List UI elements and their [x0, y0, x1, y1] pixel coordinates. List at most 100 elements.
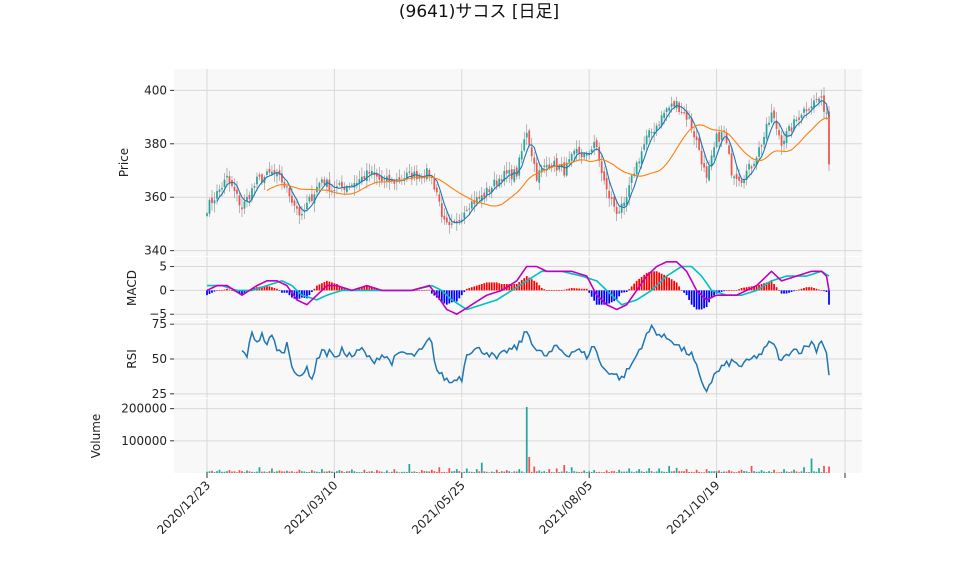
macd-hist-bar — [593, 290, 596, 301]
volume-bar — [415, 472, 418, 473]
macd-hist-bar — [703, 290, 705, 309]
volume-bar — [675, 467, 678, 473]
candle-body — [311, 194, 313, 202]
candle-body — [693, 131, 695, 138]
volume-bar — [228, 470, 231, 473]
x-tick-label: 2021/03/10 — [282, 478, 341, 537]
volume-bar — [740, 469, 743, 473]
volume-bar — [680, 471, 683, 473]
y-tick-label: −5 — [149, 307, 167, 321]
macd-hist-bar — [615, 290, 618, 300]
macd-hist-bar — [455, 290, 458, 302]
candle-body — [398, 177, 401, 181]
macd-hist-bar — [213, 290, 216, 292]
macd-hist-bar — [533, 280, 536, 291]
candle-body — [366, 170, 368, 181]
macd-hist-bar — [828, 290, 830, 305]
candle-body — [800, 114, 803, 119]
macd-hist-bar — [578, 288, 581, 291]
volume-bar — [720, 471, 723, 473]
macd-hist-bar — [730, 290, 733, 291]
macd-hist-bar — [418, 290, 421, 291]
volume-bar — [470, 471, 473, 473]
volume-bar — [603, 472, 606, 473]
candle-body — [530, 147, 533, 157]
candle-body — [673, 101, 675, 107]
macd-hist-bar — [545, 290, 548, 291]
candle-body — [450, 223, 453, 225]
volume-bar — [405, 471, 408, 473]
candle-body — [468, 208, 471, 210]
macd-hist-bar — [463, 290, 466, 292]
macd-hist-bar — [440, 290, 443, 303]
volume-bar — [718, 470, 720, 473]
macd-hist-bar — [341, 287, 343, 291]
candle-body — [668, 107, 670, 111]
macd-hist-bar — [690, 290, 693, 305]
volume-bar — [743, 471, 745, 473]
candle-body — [465, 209, 468, 211]
volume-bar — [303, 471, 306, 473]
candle-body — [238, 195, 241, 206]
macd-hist-bar — [495, 282, 498, 291]
macd-hist-bar — [206, 290, 208, 296]
macd-hist-bar — [585, 288, 588, 291]
volume-bar — [780, 471, 783, 473]
macd-hist-bar — [580, 288, 583, 291]
candle-body — [680, 111, 683, 113]
macd-hist-bar — [728, 290, 730, 291]
candle-body — [595, 140, 598, 148]
volume-bar — [445, 472, 448, 474]
volume-bar — [251, 471, 253, 473]
volume-bar — [440, 472, 443, 473]
candle-body — [361, 176, 363, 182]
volume-bar — [520, 471, 523, 473]
volume-bar — [783, 469, 785, 473]
macd-hist-bar — [723, 290, 725, 292]
candle-body — [488, 189, 491, 193]
volume-bar — [643, 472, 646, 473]
candle-body — [758, 147, 760, 157]
volume-bar — [493, 472, 496, 473]
candle-body — [660, 115, 663, 126]
macd-hist-bar — [773, 284, 775, 291]
volume-bar — [638, 469, 641, 473]
candle-body — [448, 221, 451, 226]
macd-hist-bar — [600, 290, 603, 305]
macd-hist-bar — [468, 288, 471, 291]
volume-bar — [480, 462, 483, 473]
candle-body — [698, 138, 700, 150]
candle-body — [520, 151, 523, 160]
candle-body — [478, 196, 481, 199]
candle-body — [553, 160, 556, 167]
volume-bar — [293, 472, 296, 473]
macd-hist-bar — [283, 290, 286, 293]
volume-bar — [211, 470, 213, 473]
macd-hist-bar — [688, 290, 690, 300]
macd-hist-bar — [550, 290, 553, 291]
candle-body — [318, 182, 321, 189]
candle-body — [296, 206, 298, 209]
volume-bar — [630, 471, 633, 473]
volume-bar — [223, 471, 226, 473]
volume-bar — [498, 472, 501, 473]
macd-hist-bar — [823, 290, 825, 292]
candle-body — [343, 186, 346, 191]
volume-bar — [375, 470, 378, 473]
candle-body — [388, 174, 391, 183]
candle-body — [678, 102, 680, 112]
volume-bar — [678, 471, 680, 473]
candle-body — [435, 187, 438, 193]
candle-body — [818, 98, 820, 102]
volume-bar — [226, 471, 228, 473]
volume-bar — [248, 471, 251, 473]
candle-body — [558, 165, 561, 170]
candle-body — [408, 171, 411, 173]
macd-hist-bar — [293, 290, 296, 299]
candle-body — [720, 132, 723, 140]
macd-hist-bar — [510, 284, 513, 291]
candle-body — [206, 213, 208, 216]
candle-body — [643, 144, 646, 150]
macd-hist-bar — [740, 288, 743, 291]
